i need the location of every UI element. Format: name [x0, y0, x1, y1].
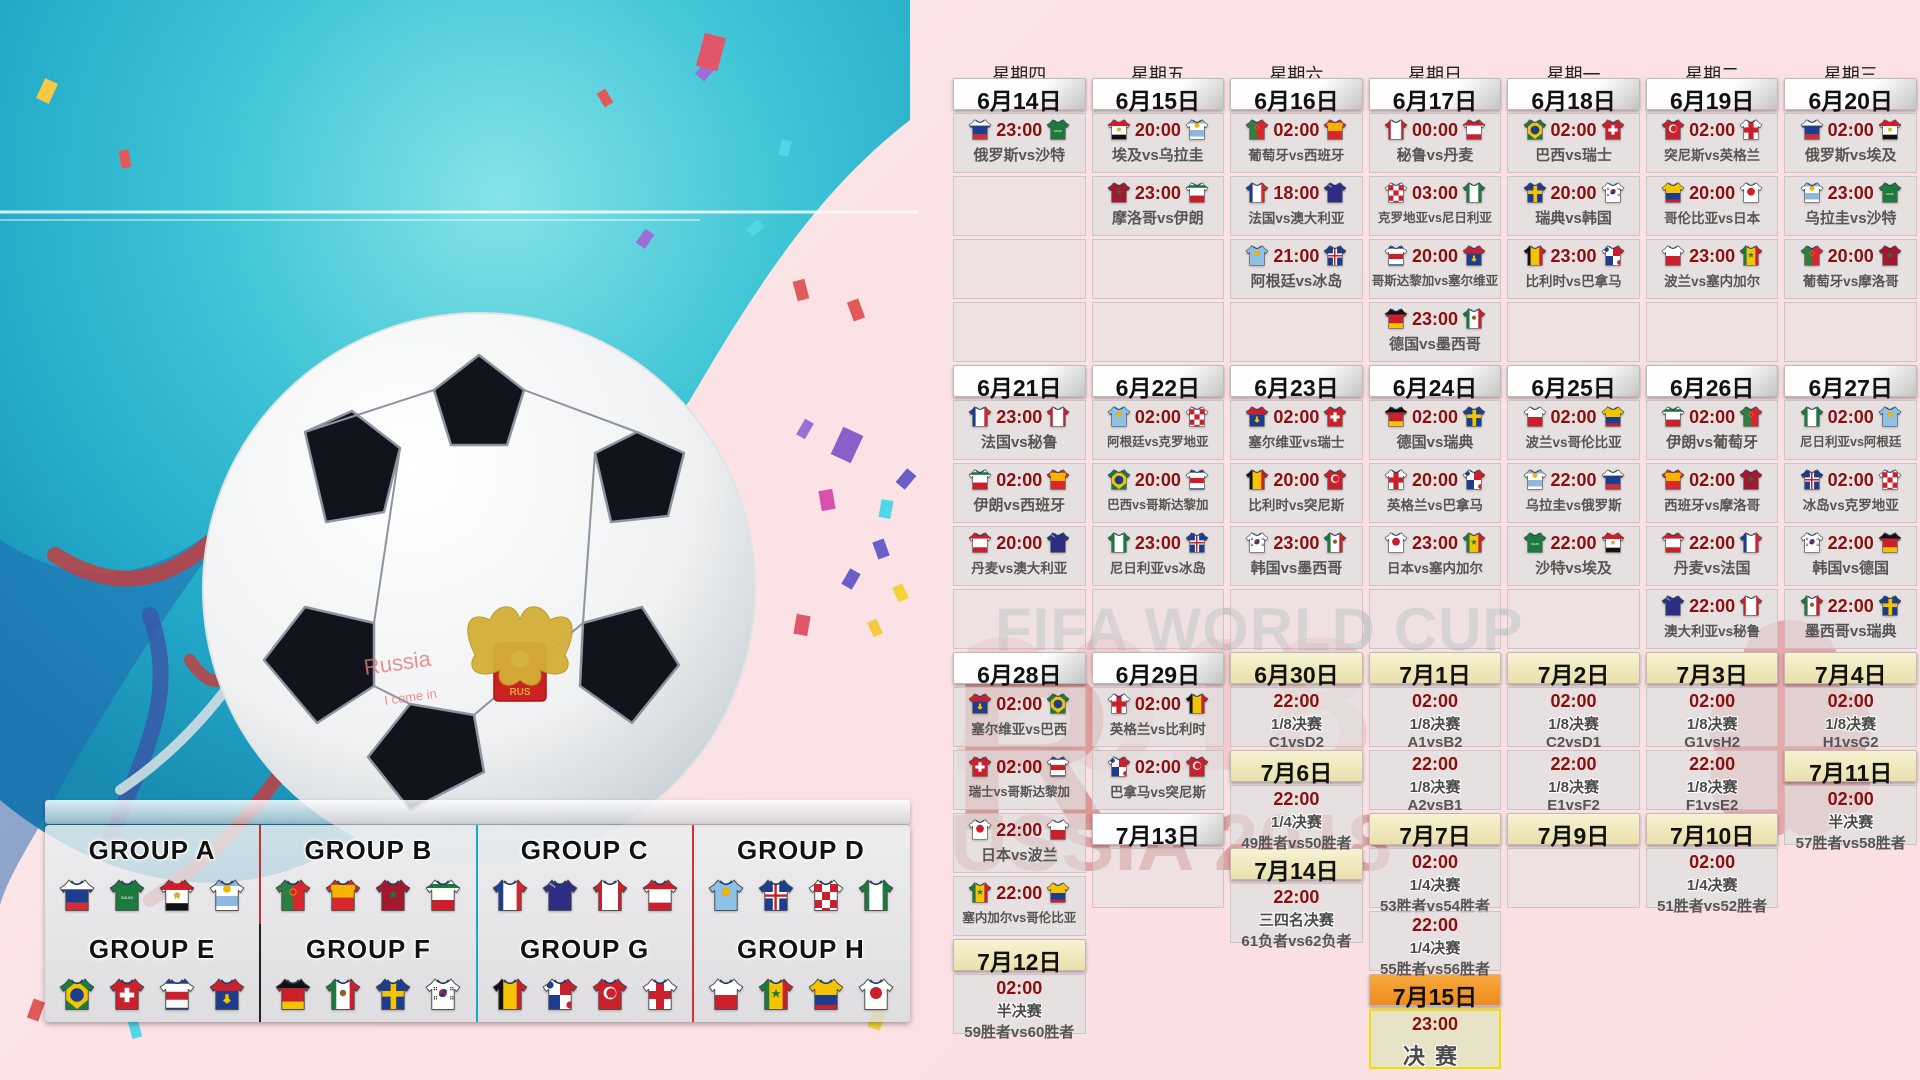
svg-text:SAUDI: SAUDI: [121, 895, 133, 900]
svg-text:۞: ۞: [441, 900, 447, 910]
svg-text:RUS: RUS: [509, 687, 530, 698]
